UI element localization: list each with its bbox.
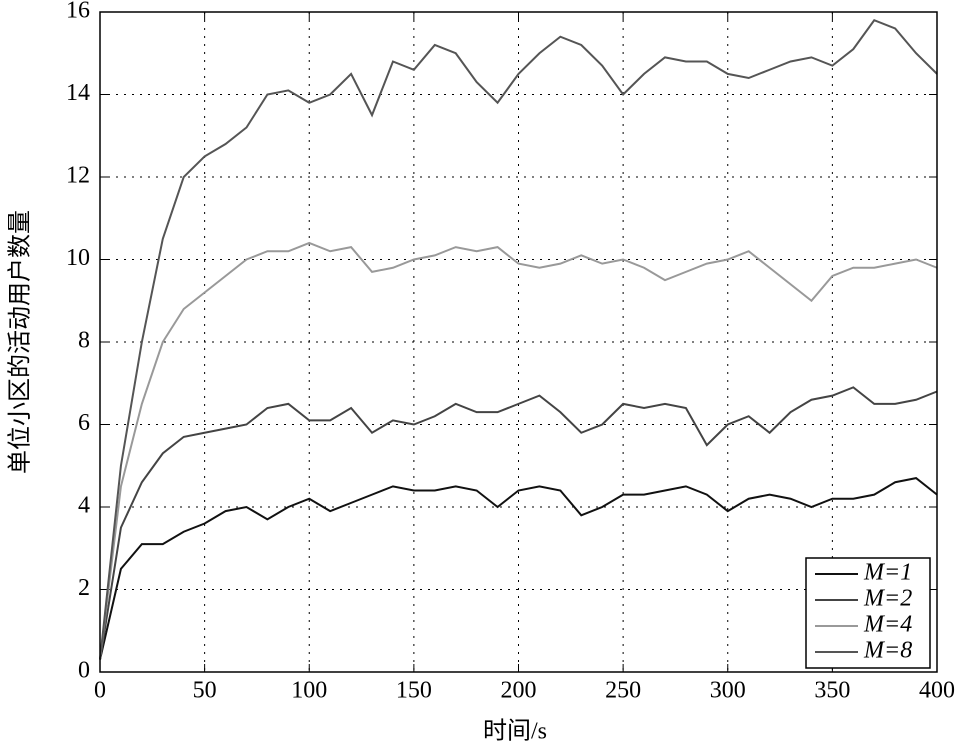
x-tick-label: 100 — [291, 678, 327, 704]
y-tick-label: 4 — [78, 493, 90, 519]
y-tick-label: 12 — [66, 163, 90, 189]
y-tick-label: 8 — [78, 328, 90, 354]
x-tick-label: 350 — [814, 678, 850, 704]
x-tick-label: 400 — [919, 678, 955, 704]
legend-label: M=8 — [863, 638, 912, 664]
y-axis-label: 单位小区的活动用户数量 — [7, 210, 34, 474]
series-line — [99, 386, 938, 660]
series-line — [99, 477, 938, 660]
plot-frame — [99, 11, 938, 673]
y-tick-label: 16 — [66, 0, 90, 24]
y-tick-label: 6 — [78, 410, 90, 436]
x-tick-label: 250 — [605, 678, 641, 704]
y-tick-label: 2 — [78, 575, 90, 601]
y-tick-label: 0 — [78, 658, 90, 684]
series-line — [99, 19, 938, 660]
x-axis-label: 时间/s — [483, 718, 547, 745]
x-tick-label: 0 — [94, 678, 106, 704]
x-tick-label: 150 — [396, 678, 432, 704]
x-tick-label: 300 — [710, 678, 746, 704]
x-tick-label: 50 — [193, 678, 217, 704]
legend-box — [805, 557, 931, 669]
legend-label: M=2 — [863, 586, 912, 612]
legend-label: M=1 — [863, 560, 912, 586]
x-tick-label: 200 — [501, 678, 537, 704]
y-tick-label: 10 — [66, 245, 90, 271]
y-tick-label: 14 — [66, 80, 90, 106]
legend-label: M=4 — [863, 612, 912, 638]
series-line — [99, 241, 938, 660]
